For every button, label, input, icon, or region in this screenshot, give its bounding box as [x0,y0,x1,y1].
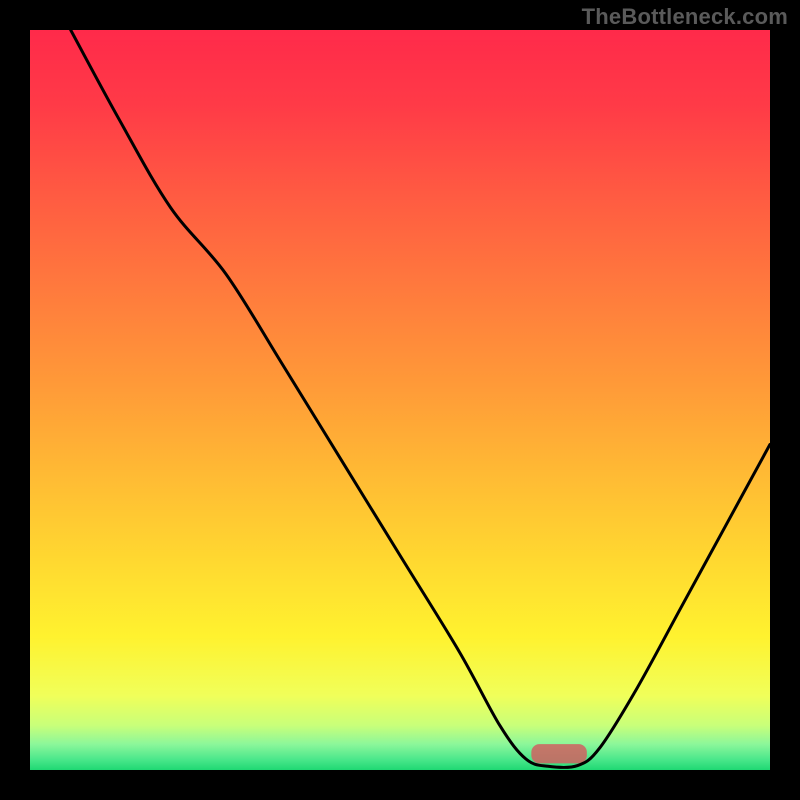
watermark-label: TheBottleneck.com [582,4,788,30]
plot-area [30,30,770,770]
chart-frame: TheBottleneck.com [0,0,800,800]
bottleneck-chart [0,0,800,800]
optimal-range-marker [531,744,587,763]
